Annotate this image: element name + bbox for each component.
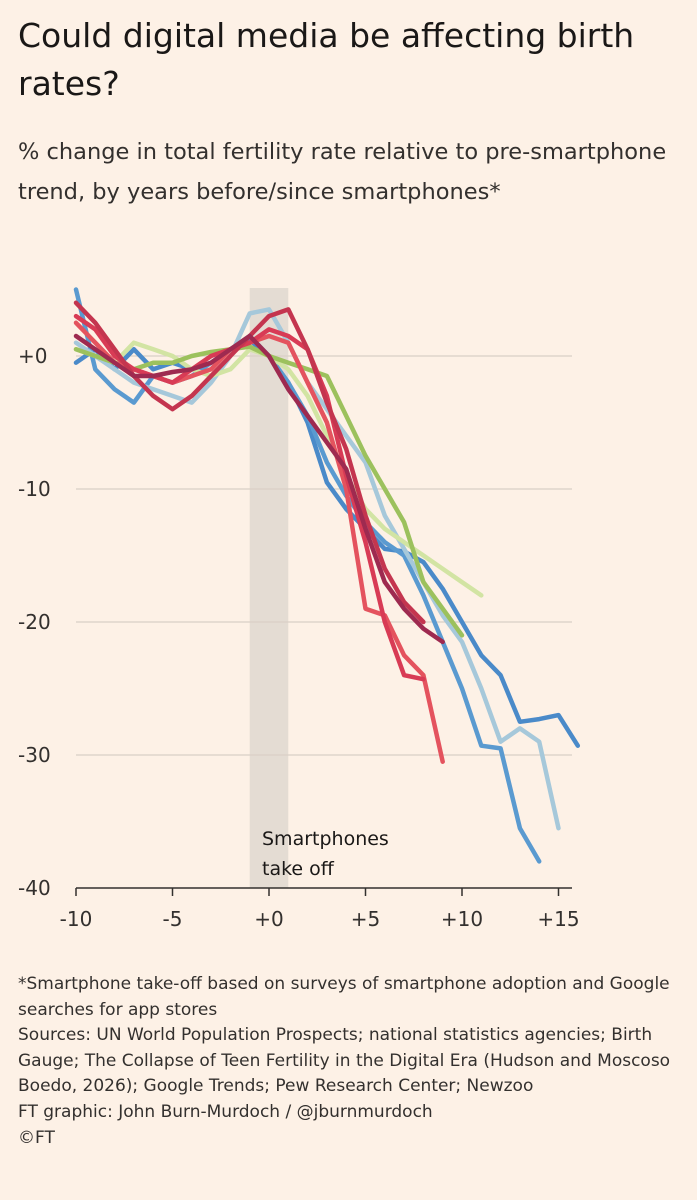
graphic-credit: FT graphic: John Burn-Murdoch / @jburnmu…	[18, 1101, 433, 1122]
series-line-9	[73, 333, 445, 645]
series-line-1	[73, 337, 581, 748]
y-tick-label: -40	[18, 876, 51, 900]
series-line-3	[73, 307, 561, 831]
band-annotation-line: take off	[262, 858, 335, 880]
sources-note: Sources: UN World Population Prospects; …	[18, 1025, 671, 1097]
y-tick-label: -20	[18, 610, 51, 634]
band-annotation-line: Smartphones	[262, 828, 389, 850]
y-tick-label: -10	[18, 477, 51, 501]
smartphone-band	[249, 288, 289, 888]
x-tick-label: +15	[537, 907, 579, 931]
chart-subtitle: % change in total fertility rate relativ…	[18, 139, 667, 205]
x-tick-label: +0	[254, 907, 283, 931]
x-tick-label: -5	[163, 907, 183, 931]
chart-footer: *Smartphone take-off based on surveys of…	[18, 972, 686, 1151]
y-tick-label: +0	[18, 344, 47, 368]
footnote: *Smartphone take-off based on surveys of…	[18, 974, 670, 1020]
y-tick-label: -30	[18, 743, 51, 767]
line-chart: +0 -10 -20 -30 -40 -10 -5 +0 +5 +10 +15 Smartphones…	[18, 287, 581, 931]
x-tick-label: +10	[441, 907, 483, 931]
chart-title: Could digital media be affecting birth r…	[18, 16, 635, 103]
x-tick-label: +5	[351, 907, 380, 931]
series-line-7	[73, 313, 426, 682]
x-tick-label: -10	[60, 907, 93, 931]
copyright-note: ©FT	[18, 1127, 55, 1148]
